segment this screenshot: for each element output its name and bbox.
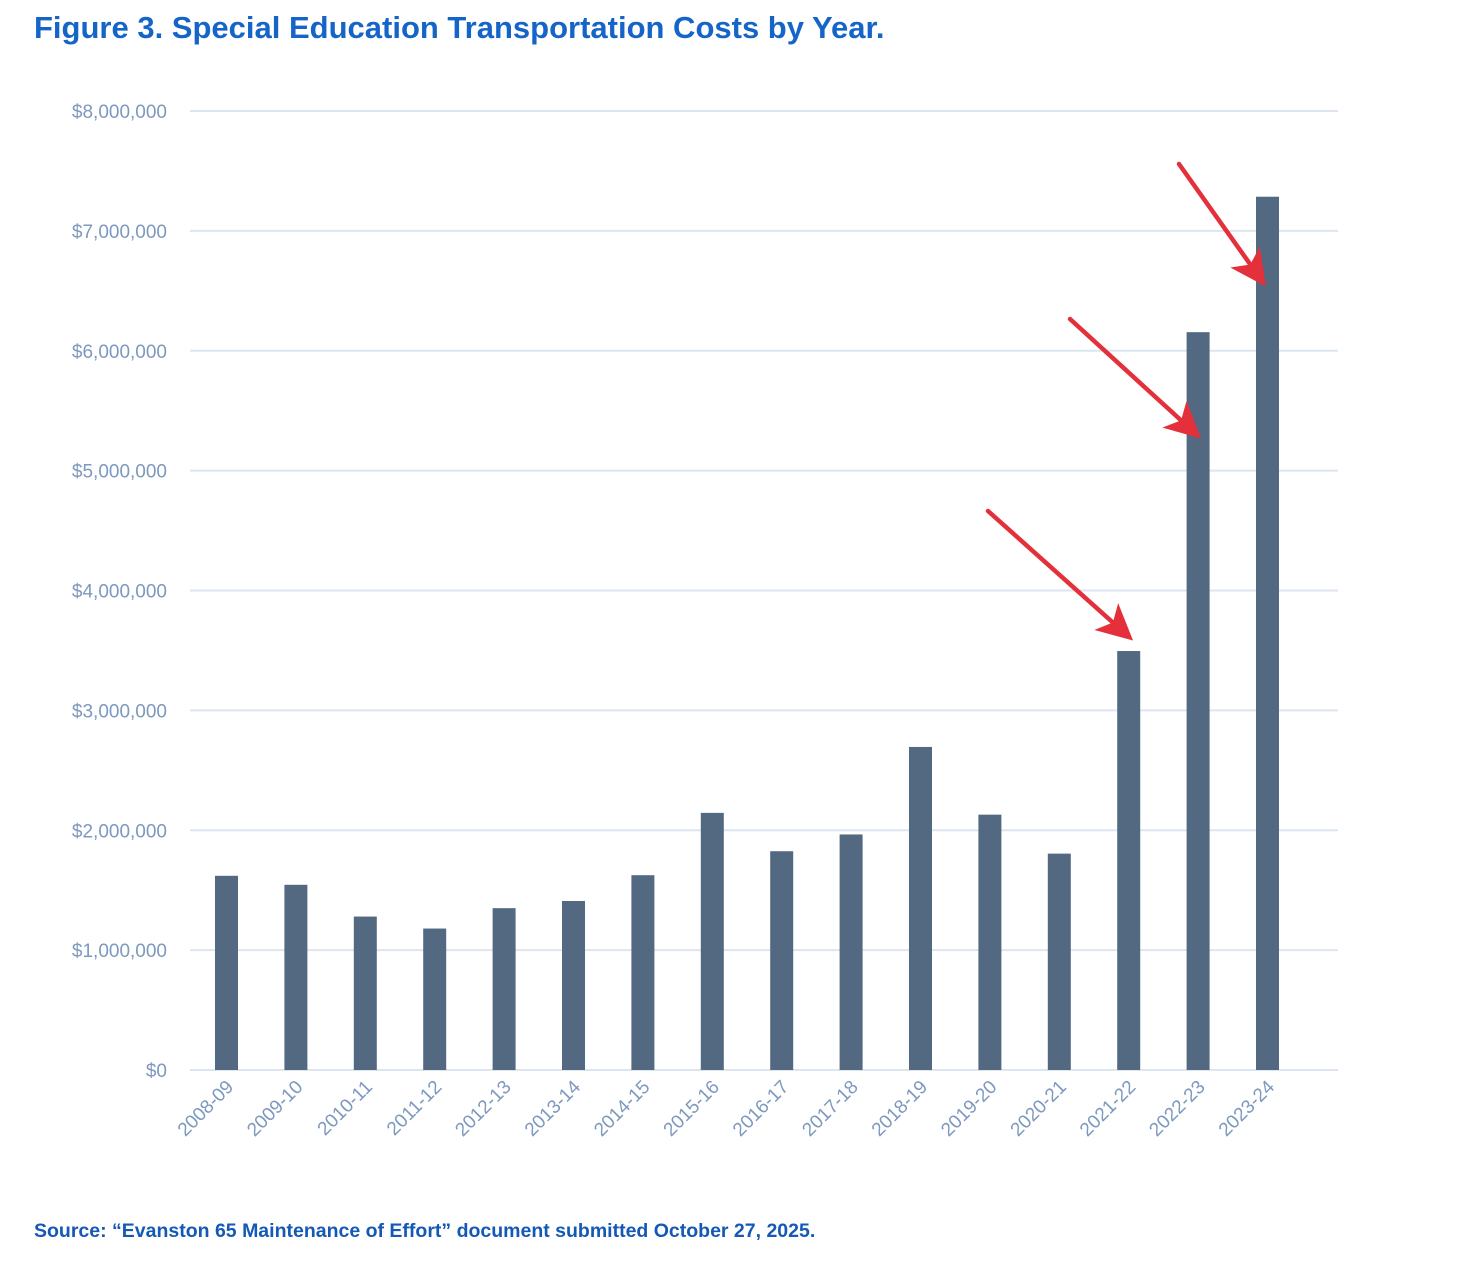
x-tick-label: 2013-14 (521, 1076, 585, 1140)
bar-2018-19 (909, 746, 932, 1070)
x-tick-label: 2014-15 (590, 1077, 654, 1141)
gridlines (190, 110, 1338, 1071)
bar-2011-12 (423, 928, 447, 1070)
bars (215, 196, 1279, 1070)
x-tick-label: 2010-11 (314, 1077, 377, 1140)
x-tick-label: 2009-10 (243, 1077, 307, 1141)
x-tick-label: 2023-24 (1215, 1076, 1279, 1140)
x-tick-label: 2011-12 (383, 1077, 446, 1140)
bar-2023-24 (1256, 196, 1279, 1070)
x-tick-label: 2021-22 (1076, 1077, 1140, 1141)
x-tick-label: 2020-21 (1007, 1077, 1071, 1141)
y-tick-label: $0 (146, 1061, 167, 1082)
annotations (985, 161, 1266, 641)
bar-2019-20 (978, 814, 1002, 1070)
bar-2014-15 (631, 875, 655, 1070)
y-axis-ticks: $0 $1,000,000 $2,000,000 $3,000,000 $4,000,0… (72, 102, 167, 1082)
bar-2013-14 (562, 900, 585, 1070)
x-tick-label: 2015-16 (660, 1077, 724, 1141)
bar-2015-16 (700, 812, 724, 1070)
bar-2010-11 (353, 916, 377, 1070)
x-tick-label: 2012-13 (451, 1077, 515, 1141)
y-tick-label: $8,000,000 (72, 102, 167, 123)
x-tick-label: 2016-17 (729, 1077, 793, 1141)
y-tick-label: $3,000,000 (72, 701, 167, 722)
red-arrow-2023-24 (1176, 161, 1266, 287)
y-tick-label: $5,000,000 (72, 462, 167, 483)
bar-2022-23 (1186, 332, 1210, 1070)
x-axis-ticks: 2008-09 2009-10 2010-11 2011-12 2012-13 2013-… (174, 1076, 1279, 1140)
bar-2017-18 (839, 834, 863, 1070)
bar-2021-22 (1117, 651, 1141, 1070)
bar-2020-21 (1047, 853, 1071, 1070)
x-tick-label: 2018-19 (868, 1077, 932, 1141)
figure-source: Source: “Evanston 65 Maintenance of Effo… (34, 1220, 816, 1242)
y-tick-label: $6,000,000 (72, 342, 167, 363)
x-tick-label: 2008-09 (174, 1077, 238, 1141)
bar-2012-13 (492, 908, 516, 1070)
y-tick-label: $7,000,000 (72, 222, 167, 243)
bar-2016-17 (770, 851, 794, 1070)
bar-2009-10 (284, 884, 308, 1070)
x-tick-label: 2019-20 (937, 1077, 1001, 1141)
bar-2008-09 (215, 875, 238, 1070)
red-arrow-2021-22 (985, 508, 1134, 641)
y-tick-label: $1,000,000 (72, 941, 167, 962)
y-tick-label: $2,000,000 (72, 821, 167, 842)
x-tick-label: 2022-23 (1145, 1077, 1209, 1141)
figure-title: Figure 3. Special Education Transportati… (34, 10, 885, 45)
y-tick-label: $4,000,000 (72, 582, 167, 603)
red-arrow-2022-23 (1067, 316, 1201, 439)
x-tick-label: 2017-18 (798, 1077, 862, 1141)
